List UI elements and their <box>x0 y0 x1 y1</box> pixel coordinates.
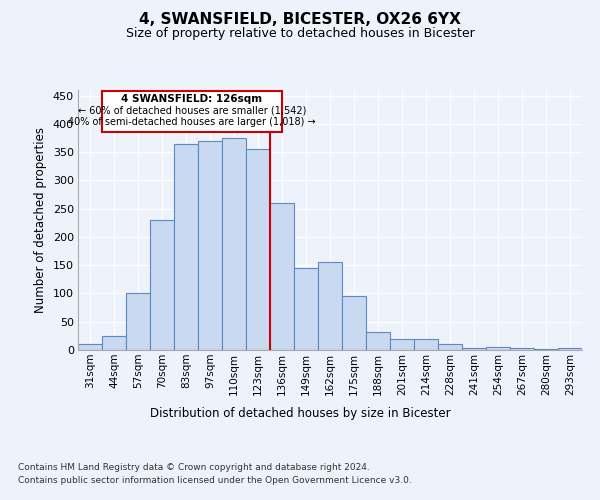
Bar <box>126 294 150 350</box>
Text: Distribution of detached houses by size in Bicester: Distribution of detached houses by size … <box>149 408 451 420</box>
Bar <box>294 268 318 350</box>
Bar <box>366 332 390 350</box>
Text: ← 60% of detached houses are smaller (1,542): ← 60% of detached houses are smaller (1,… <box>78 106 306 116</box>
Text: Size of property relative to detached houses in Bicester: Size of property relative to detached ho… <box>125 28 475 40</box>
Bar <box>438 344 462 350</box>
Bar <box>78 344 102 350</box>
Bar <box>342 296 366 350</box>
Bar <box>318 262 342 350</box>
Bar <box>558 348 582 350</box>
Bar <box>150 220 174 350</box>
Bar <box>198 141 222 350</box>
Bar <box>510 348 534 350</box>
Bar <box>270 203 294 350</box>
Y-axis label: Number of detached properties: Number of detached properties <box>34 127 47 313</box>
Text: 4 SWANSFIELD: 126sqm: 4 SWANSFIELD: 126sqm <box>121 94 263 104</box>
Bar <box>246 150 270 350</box>
Text: Contains HM Land Registry data © Crown copyright and database right 2024.: Contains HM Land Registry data © Crown c… <box>18 462 370 471</box>
Bar <box>222 138 246 350</box>
Bar <box>486 347 510 350</box>
Text: Contains public sector information licensed under the Open Government Licence v3: Contains public sector information licen… <box>18 476 412 485</box>
Bar <box>462 348 486 350</box>
Bar <box>390 338 414 350</box>
Bar <box>174 144 198 350</box>
Bar <box>534 349 558 350</box>
Text: 40% of semi-detached houses are larger (1,018) →: 40% of semi-detached houses are larger (… <box>68 117 316 127</box>
Text: 4, SWANSFIELD, BICESTER, OX26 6YX: 4, SWANSFIELD, BICESTER, OX26 6YX <box>139 12 461 28</box>
Bar <box>414 340 438 350</box>
Bar <box>102 336 126 350</box>
